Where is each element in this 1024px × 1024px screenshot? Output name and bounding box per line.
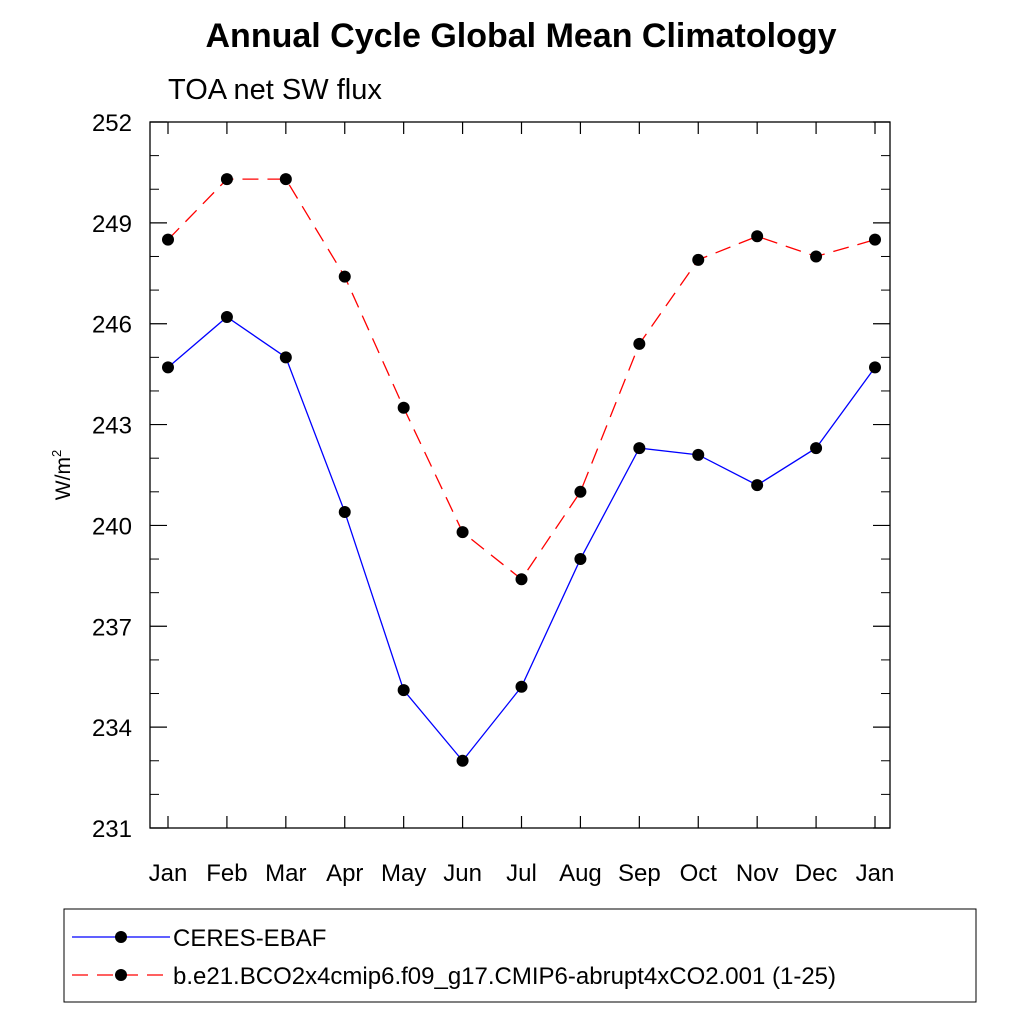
series-2-point: [515, 573, 528, 586]
x-tick-label: Dec: [795, 860, 838, 887]
x-tick-label: Jan: [149, 860, 188, 887]
y-axis-label-superscript: 2: [49, 450, 64, 457]
y-axis-label-text: W/m: [52, 457, 75, 500]
series-1-point: [162, 361, 174, 374]
series-2-point: [869, 233, 881, 246]
x-tick-label: Jan: [856, 860, 895, 887]
y-tick-label: 243: [92, 413, 132, 440]
series-2-point: [338, 270, 351, 283]
series-1-point: [869, 361, 881, 374]
series-line-1: [167, 316, 876, 762]
chart-subtitle: TOA net SW flux: [168, 74, 382, 106]
x-tick-label: Mar: [265, 860, 306, 887]
series-2-point: [692, 253, 705, 266]
series-2-point: [810, 250, 823, 263]
x-tick-label: Feb: [206, 860, 247, 887]
series-1-point: [515, 680, 528, 693]
plot-frame: [149, 121, 891, 829]
series-line-2: [167, 178, 876, 581]
series-1-point: [751, 479, 764, 492]
x-tick-label: Jul: [506, 860, 537, 887]
svg-text:W/m2: W/m2: [49, 450, 75, 500]
series-2-point: [456, 526, 469, 539]
series-1-point: [456, 754, 469, 767]
series-1-point: [692, 448, 705, 461]
series-2-point: [633, 337, 646, 350]
series-1-point: [810, 442, 823, 455]
legend-marker-1: [115, 931, 127, 943]
series-2-point: [397, 401, 410, 414]
series-1-point: [220, 310, 233, 323]
legend: CERES-EBAF b.e21.BCO2x4cmip6.f09_g17.CMIP…: [63, 908, 977, 1003]
x-tick-label: May: [381, 860, 426, 887]
series-2-point: [162, 233, 174, 246]
y-tick-label: 237: [92, 614, 132, 641]
x-tick-label: Oct: [680, 860, 718, 887]
legend-box: [63, 908, 977, 1003]
series-1-point: [338, 505, 351, 518]
series-2-point: [220, 173, 233, 186]
y-tick-label: 249: [92, 211, 132, 238]
legend-label-2: b.e21.BCO2x4cmip6.f09_g17.CMIP6-abrupt4x…: [173, 963, 836, 990]
series-1-point: [633, 442, 646, 455]
y-tick-label: 234: [92, 715, 132, 742]
series-layer: [162, 173, 881, 767]
x-tick-label: Apr: [326, 860, 363, 887]
axes: Jan Feb Mar Apr May Jun Jul Aug Sep Oct Nov Dec Jan 2…: [92, 110, 894, 887]
x-tick-label: Sep: [618, 860, 661, 887]
x-tick-label: Jun: [443, 860, 482, 887]
series-1-point: [279, 351, 292, 364]
series-2-point: [574, 485, 587, 498]
series-1-point: [397, 684, 410, 697]
legend-label-1: CERES-EBAF: [173, 925, 326, 952]
x-tick-label: Nov: [736, 860, 779, 887]
y-tick-label: 252: [92, 110, 132, 137]
legend-marker-2: [115, 969, 127, 981]
series-1-point: [574, 553, 587, 566]
y-tick-label: 246: [92, 312, 132, 339]
y-tick-label: 231: [92, 816, 132, 843]
series-2-point: [279, 173, 292, 186]
x-tick-label: Aug: [559, 860, 602, 887]
series-2-point: [751, 230, 764, 243]
y-axis-label: W/m2: [49, 450, 75, 500]
chart-title: Annual Cycle Global Mean Climatology: [206, 17, 837, 55]
y-tick-label: 240: [92, 513, 132, 540]
